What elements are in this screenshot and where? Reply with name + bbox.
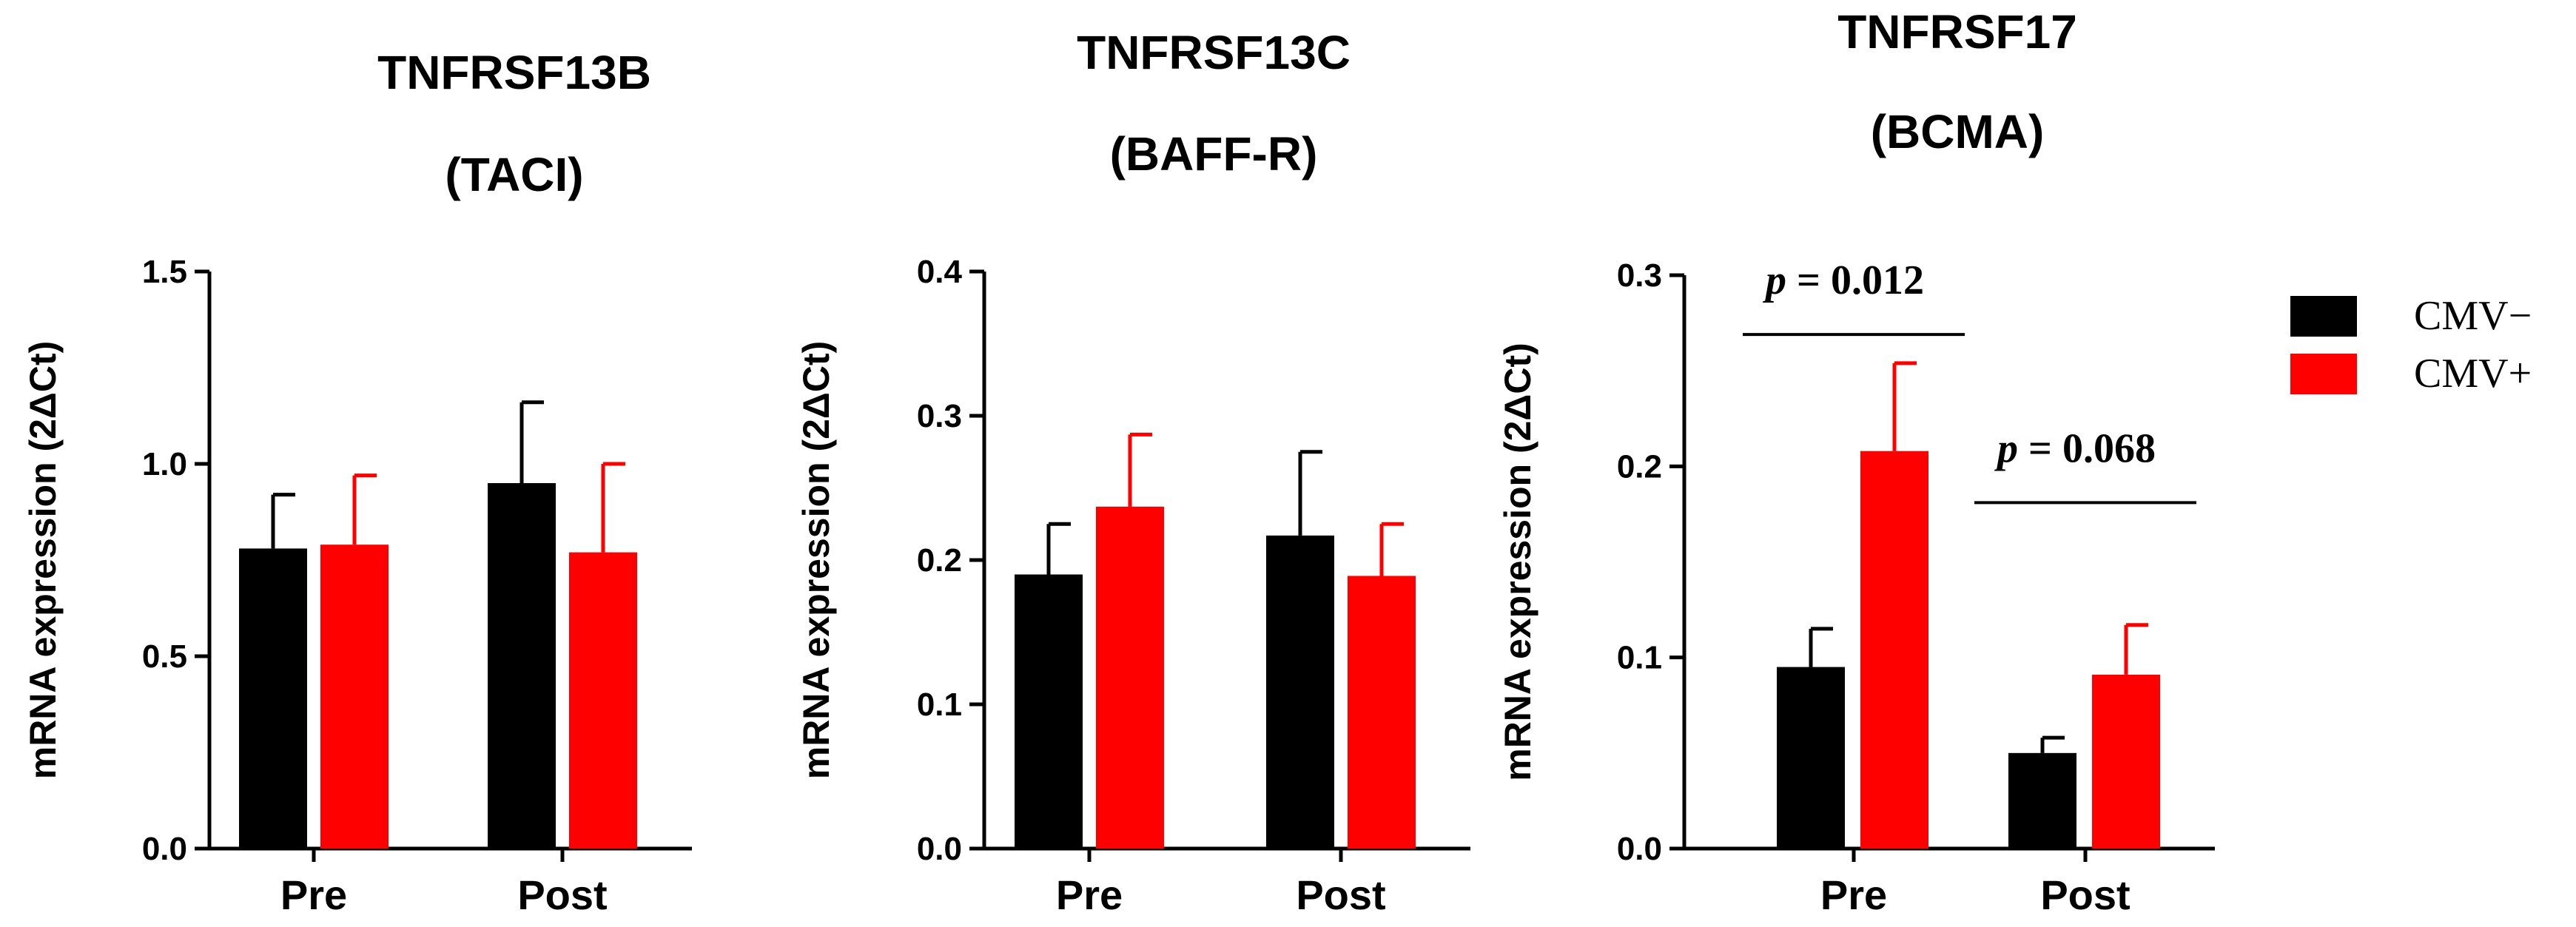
bar-cmv-neg xyxy=(2008,752,2076,849)
y-tick-label: 0.2 xyxy=(917,542,962,579)
bar-cmv-neg xyxy=(1266,535,1334,849)
legend-label: CMV− xyxy=(2414,293,2532,339)
bar-cmv-pos xyxy=(320,545,389,849)
y-tick-label: 0.0 xyxy=(142,831,187,867)
x-category-label: Post xyxy=(517,872,607,918)
chart-title-line1: TNFRSF17 xyxy=(1837,5,2077,58)
bar-cmv-neg xyxy=(1015,574,1083,849)
bar-cmv-pos xyxy=(1860,451,1928,849)
bar-cmv-pos xyxy=(569,552,637,849)
x-category-label: Pre xyxy=(1056,872,1123,918)
y-tick-label: 0.1 xyxy=(917,687,962,723)
y-tick-label: 0.3 xyxy=(917,398,962,434)
chart-title-line2: (BAFF-R) xyxy=(1110,127,1318,181)
y-tick-label: 0.0 xyxy=(917,831,962,867)
y-tick-label: 1.0 xyxy=(142,446,187,482)
x-category-label: Post xyxy=(2040,872,2130,918)
y-axis-label: mRNA expression (2ΔCt) xyxy=(22,341,64,780)
p-value-annotation: p = 0.068 xyxy=(1994,425,2156,471)
x-category-label: Pre xyxy=(280,872,347,918)
legend-label: CMV+ xyxy=(2414,351,2532,397)
y-axis-label: mRNA expression (2ΔCt) xyxy=(796,341,837,780)
x-category-label: Post xyxy=(1296,872,1385,918)
bar-cmv-pos xyxy=(1348,576,1416,849)
p-value-annotation: p = 0.012 xyxy=(1763,257,1924,303)
bar-cmv-neg xyxy=(488,483,556,849)
chart-title-line2: (BCMA) xyxy=(1871,105,2045,158)
chart-title-line1: TNFRSF13B xyxy=(377,46,651,99)
legend: CMV− CMV+ xyxy=(2290,293,2532,397)
y-axis-label: mRNA expression (2ΔCt) xyxy=(1497,343,1538,781)
y-tick-label: 0.0 xyxy=(1617,831,1662,867)
y-tick-label: 1.5 xyxy=(142,254,187,290)
chart-title-line2: (TACI) xyxy=(445,148,583,201)
y-tick-label: 0.5 xyxy=(142,638,187,675)
y-tick-label: 0.2 xyxy=(1617,448,1662,485)
y-tick-label: 0.4 xyxy=(917,254,963,290)
legend-swatch xyxy=(2290,296,2357,337)
y-tick-label: 0.3 xyxy=(1617,257,1662,294)
bar-cmv-pos xyxy=(2092,674,2160,849)
p-symbol: p xyxy=(1763,257,1786,303)
chart-panel-2: TNFRSF13C (BAFF-R) mRNA expression (2ΔCt) 0… xyxy=(796,26,1470,918)
legend-swatch xyxy=(2290,354,2357,394)
bar-cmv-neg xyxy=(1777,667,1845,849)
bar-cmv-neg xyxy=(239,548,307,849)
y-tick-label: 0.1 xyxy=(1617,640,1662,676)
p-symbol: p xyxy=(1994,425,2018,471)
x-category-label: Pre xyxy=(1820,872,1887,918)
p-value-text: = 0.068 xyxy=(2018,425,2156,471)
chart-title-line1: TNFRSF13C xyxy=(1077,26,1351,79)
bar-cmv-pos xyxy=(1096,506,1164,849)
chart-panel-1: TNFRSF13B (TACI) mRNA expression (2ΔCt) 0.0… xyxy=(22,46,692,918)
p-value-text: = 0.012 xyxy=(1786,257,1924,303)
chart-panel-3: TNFRSF17 (BCMA) mRNA expression (2ΔCt) 0.0 0… xyxy=(1497,5,2215,918)
